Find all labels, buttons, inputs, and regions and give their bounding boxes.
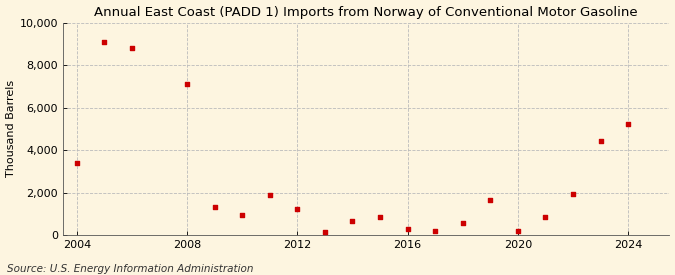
- Point: [237, 213, 248, 217]
- Point: [99, 39, 110, 44]
- Point: [458, 220, 468, 225]
- Point: [265, 193, 275, 197]
- Point: [540, 215, 551, 219]
- Point: [72, 161, 82, 165]
- Point: [595, 138, 606, 143]
- Point: [512, 229, 523, 233]
- Y-axis label: Thousand Barrels: Thousand Barrels: [5, 80, 16, 177]
- Point: [623, 121, 634, 126]
- Title: Annual East Coast (PADD 1) Imports from Norway of Conventional Motor Gasoline: Annual East Coast (PADD 1) Imports from …: [95, 6, 638, 18]
- Point: [568, 192, 578, 196]
- Point: [292, 207, 303, 211]
- Text: Source: U.S. Energy Information Administration: Source: U.S. Energy Information Administ…: [7, 264, 253, 274]
- Point: [127, 46, 138, 50]
- Point: [209, 204, 220, 209]
- Point: [347, 219, 358, 224]
- Point: [402, 227, 413, 231]
- Point: [319, 230, 330, 234]
- Point: [485, 198, 495, 202]
- Point: [182, 82, 192, 86]
- Point: [375, 215, 385, 219]
- Point: [430, 229, 441, 233]
